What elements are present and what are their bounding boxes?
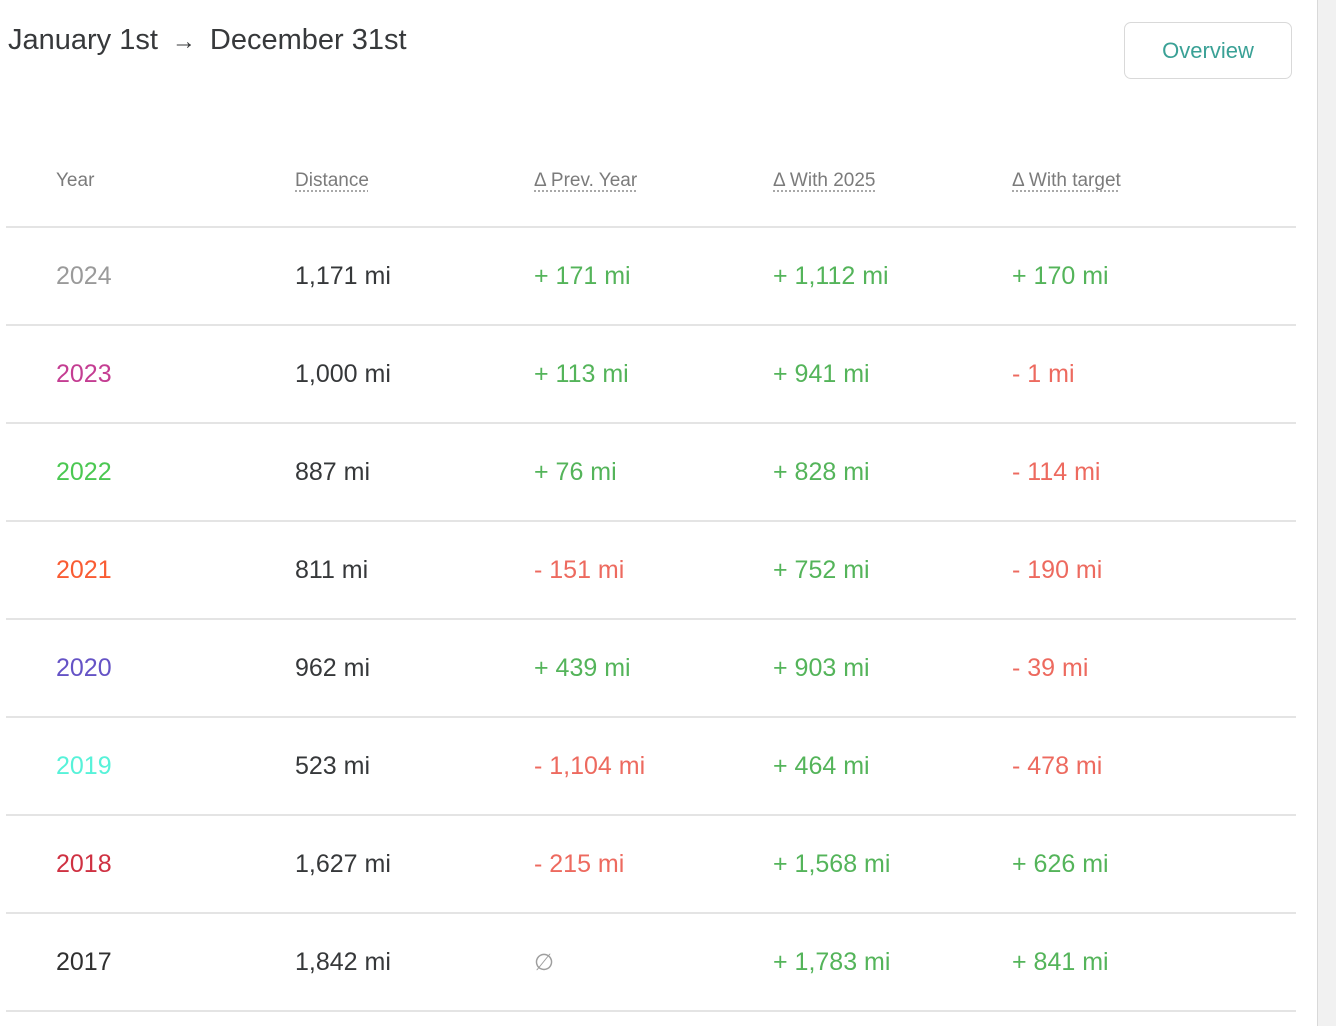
delta-prev-year-value: + 76 mi <box>534 457 617 486</box>
table-row: 2020 962 mi + 439 mi + 903 mi - 39 mi <box>6 620 1296 718</box>
year-label[interactable]: 2019 <box>56 751 112 780</box>
delta-prev-year-value: - 1,104 mi <box>534 751 646 780</box>
table-row: 2022 887 mi + 76 mi + 828 mi - 114 mi <box>6 424 1296 522</box>
distance-value: 1,627 mi <box>295 849 391 878</box>
year-label[interactable]: 2020 <box>56 653 112 682</box>
delta-with-target-value: - 478 mi <box>1012 751 1103 780</box>
year-label[interactable]: 2023 <box>56 359 112 388</box>
delta-prev-year-value: ∅ <box>534 948 555 975</box>
yearly-distance-table: Year Distance Δ Prev. Year Δ With 2025 Δ Wit… <box>6 108 1296 1012</box>
year-label[interactable]: 2022 <box>56 457 112 486</box>
delta-prev-year-value: + 171 mi <box>534 261 631 290</box>
distance-value: 523 mi <box>295 751 371 780</box>
distance-value: 1,842 mi <box>295 947 391 976</box>
delta-with-target-value: - 114 mi <box>1012 457 1101 486</box>
column-header-with-target[interactable]: Δ With target <box>1012 170 1121 191</box>
table-row: 2024 1,171 mi + 171 mi + 1,112 mi + 170 … <box>6 228 1296 326</box>
delta-with-2025-value: + 828 mi <box>773 457 870 486</box>
delta-with-target-value: - 39 mi <box>1012 653 1089 682</box>
delta-with-2025-value: + 903 mi <box>773 653 870 682</box>
distance-value: 962 mi <box>295 653 371 682</box>
column-header-year: Year <box>56 170 95 191</box>
distance-value: 1,171 mi <box>295 261 391 290</box>
topbar: January 1st → December 31st Overview <box>0 0 1336 108</box>
date-range-start: January 1st <box>8 24 158 56</box>
delta-with-target-value: - 1 mi <box>1012 359 1075 388</box>
delta-with-2025-value: + 464 mi <box>773 751 870 780</box>
arrow-right-icon: → <box>171 27 196 55</box>
table-row: 2019 523 mi - 1,104 mi + 464 mi - 478 mi <box>6 718 1296 816</box>
year-label[interactable]: 2021 <box>56 555 112 584</box>
overview-button[interactable]: Overview <box>1124 22 1292 79</box>
year-label[interactable]: 2017 <box>56 947 112 976</box>
column-header-with-2025[interactable]: Δ With 2025 <box>773 170 876 191</box>
delta-prev-year-value: - 215 mi <box>534 849 625 878</box>
delta-prev-year-value: + 439 mi <box>534 653 631 682</box>
date-range-title: January 1st → December 31st <box>8 24 1272 57</box>
delta-with-target-value: + 841 mi <box>1012 947 1109 976</box>
table-row: 2021 811 mi - 151 mi + 752 mi - 190 mi <box>6 522 1296 620</box>
year-label[interactable]: 2018 <box>56 849 112 878</box>
column-header-prev-year[interactable]: Δ Prev. Year <box>534 170 638 191</box>
column-header-distance[interactable]: Distance <box>295 170 369 191</box>
distance-value: 1,000 mi <box>295 359 391 388</box>
table-header-row: Year Distance Δ Prev. Year Δ With 2025 Δ Wit… <box>6 108 1296 228</box>
year-label[interactable]: 2024 <box>56 261 112 290</box>
delta-with-target-value: - 190 mi <box>1012 555 1103 584</box>
distance-value: 887 mi <box>295 457 371 486</box>
delta-with-2025-value: + 941 mi <box>773 359 870 388</box>
distance-value: 811 mi <box>295 555 369 584</box>
table-row: 2017 1,842 mi ∅ + 1,783 mi + 841 mi <box>6 914 1296 1012</box>
table-row: 2018 1,627 mi - 215 mi + 1,568 mi + 626 … <box>6 816 1296 914</box>
delta-with-target-value: + 626 mi <box>1012 849 1109 878</box>
table-body: 2024 1,171 mi + 171 mi + 1,112 mi + 170 … <box>6 228 1296 1012</box>
delta-with-2025-value: + 1,783 mi <box>773 947 891 976</box>
delta-prev-year-value: - 151 mi <box>534 555 625 584</box>
delta-with-target-value: + 170 mi <box>1012 261 1109 290</box>
delta-with-2025-value: + 752 mi <box>773 555 870 584</box>
delta-with-2025-value: + 1,568 mi <box>773 849 891 878</box>
delta-with-2025-value: + 1,112 mi <box>773 261 889 290</box>
delta-prev-year-value: + 113 mi <box>534 359 629 388</box>
table-row: 2023 1,000 mi + 113 mi + 941 mi - 1 mi <box>6 326 1296 424</box>
date-range-end: December 31st <box>209 24 407 56</box>
scrollbar-track[interactable] <box>1317 0 1336 1026</box>
